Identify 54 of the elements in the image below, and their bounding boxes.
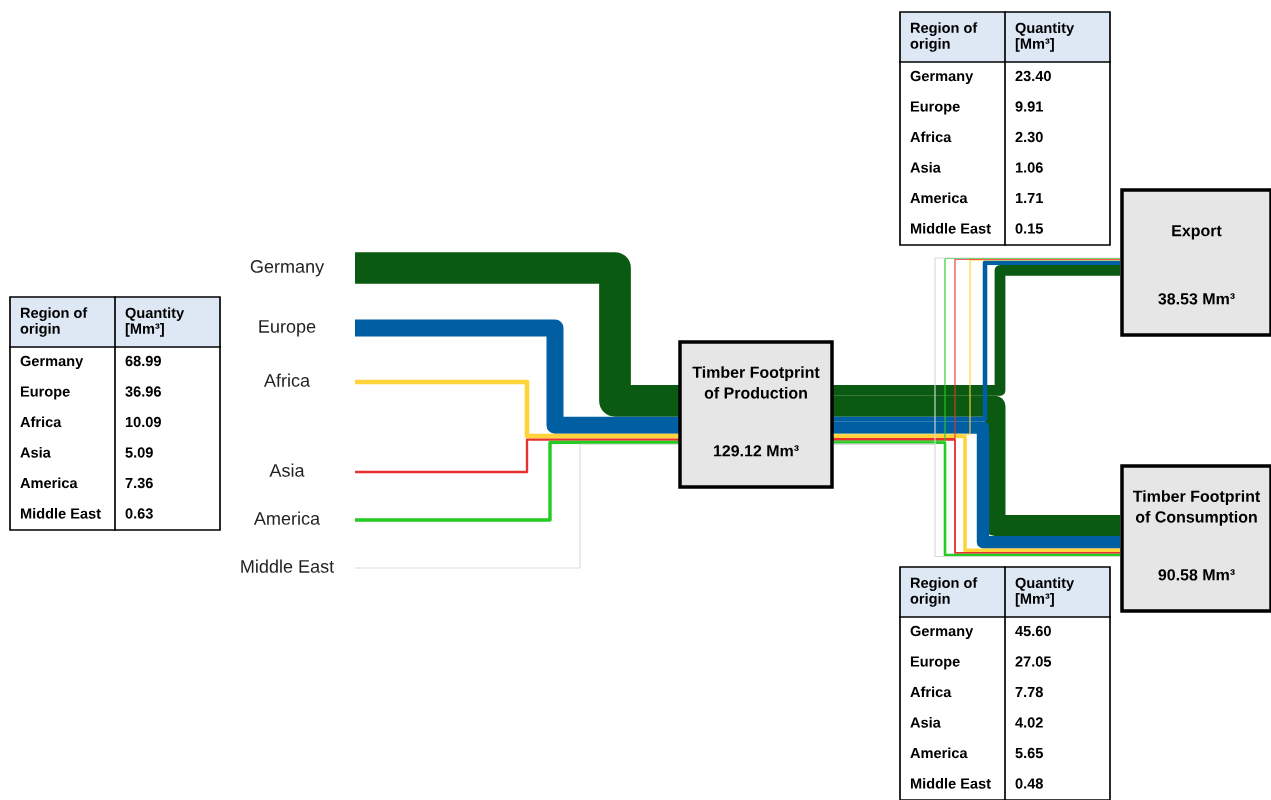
category-label: Germany: [910, 70, 974, 85]
category-label: America: [910, 747, 968, 759]
category-label: Europe: [259, 320, 316, 337]
data-label: 36.96: [125, 386, 161, 397]
data-label: 5.65: [1015, 747, 1043, 759]
text: Region of origin: [20, 307, 88, 337]
data-label: 2.30: [1015, 131, 1043, 143]
category-label: Germany: [20, 355, 84, 370]
category-label: Middle East: [241, 559, 335, 573]
data-label: 5.09: [125, 447, 153, 458]
data-label: 45.60: [1015, 625, 1051, 637]
category-label: America: [253, 511, 321, 525]
text: Quantity [Mm³]: [125, 307, 185, 337]
category-label: Europe: [20, 386, 70, 400]
category-label: Middle East: [910, 777, 991, 789]
data-label: 27.05: [1015, 656, 1052, 667]
category-label: Germany: [250, 260, 325, 277]
category-label: Africa: [910, 131, 952, 143]
category-label: Europe: [910, 656, 960, 670]
category-label: Asia: [20, 446, 51, 458]
category-label: Asia: [269, 463, 305, 477]
category-label: America: [20, 477, 78, 489]
category-label: Europe: [910, 101, 960, 115]
data-label: 68.99: [125, 355, 161, 367]
category-label: Africa: [910, 686, 952, 698]
text: Quantity [Mm³]: [1015, 22, 1075, 52]
data-label: 9.91: [1015, 101, 1043, 112]
category-label: America: [910, 192, 968, 204]
data-label: 0.48: [1015, 778, 1043, 789]
data-label: 0.63: [125, 508, 153, 519]
category-label: Germany: [910, 625, 974, 640]
data-label: 23.40: [1015, 70, 1051, 82]
data-label: 1.71: [1015, 192, 1043, 204]
data-label: 7.36: [125, 477, 153, 489]
category-label: Asia: [910, 161, 941, 173]
data-label: 7.78: [1015, 686, 1043, 698]
text: 129.12 Mm³: [713, 445, 799, 457]
text: Export: [1172, 225, 1222, 240]
text: Region of origin: [910, 577, 978, 607]
data-label: 10.09: [125, 416, 161, 428]
text: Region of origin: [910, 22, 978, 52]
category-label: Middle East: [910, 222, 991, 234]
category-label: Africa: [263, 373, 311, 387]
data-label: 4.02: [1015, 717, 1043, 728]
text: Timber Footprint of Consumption: [1132, 490, 1261, 526]
category-label: Asia: [910, 716, 941, 728]
text: 38.53 Mm³: [1158, 293, 1235, 305]
category-label: Africa: [20, 416, 62, 428]
data-label: 1.06: [1015, 162, 1043, 173]
text: 90.58 Mm³: [1158, 569, 1235, 581]
data-label: 0.15: [1015, 223, 1043, 234]
text: Timber Footprint of Production: [692, 366, 820, 399]
category-label: Middle East: [20, 507, 101, 519]
text: Quantity [Mm³]: [1015, 577, 1075, 607]
